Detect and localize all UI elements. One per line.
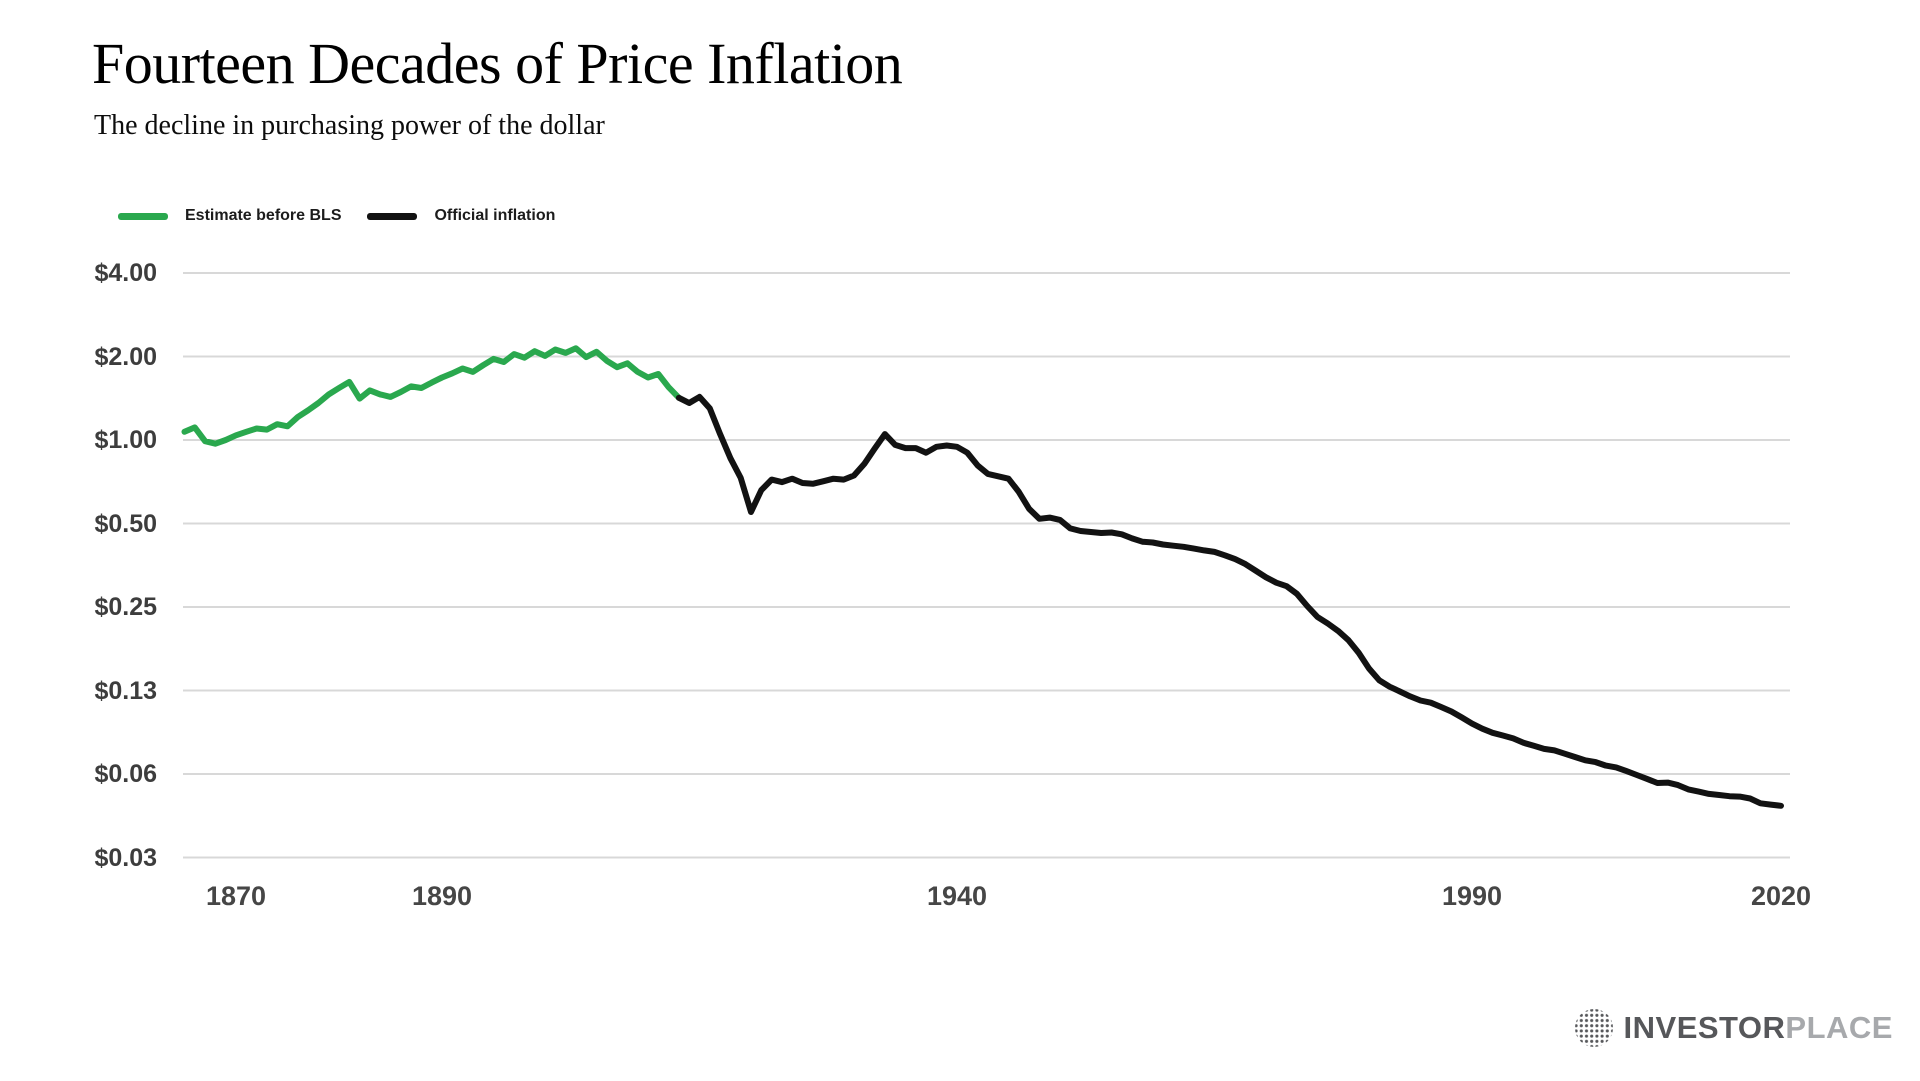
logo-wordmark: INVESTORPLACE <box>1624 1010 1893 1046</box>
y-tick-label: $0.13 <box>94 676 157 705</box>
logo-word-place: PLACE <box>1785 1010 1893 1045</box>
globe-dots-icon <box>1574 1009 1613 1047</box>
x-tick-label: 1990 <box>1441 881 1503 911</box>
investorplace-logo: INVESTORPLACE <box>1574 1008 1893 1048</box>
y-tick-label: $0.03 <box>94 843 157 872</box>
x-tick-label: 1940 <box>926 881 988 911</box>
x-tick-label: 2020 <box>1750 881 1812 911</box>
y-tick-label: $4.00 <box>94 259 157 287</box>
y-tick-label: $2.00 <box>94 342 157 371</box>
page-title: Fourteen Decades of Price Inflation <box>92 31 903 96</box>
chart-legend: Estimate before BLS Official inflation <box>118 204 555 228</box>
y-tick-label: $0.50 <box>94 509 157 538</box>
x-tick-label: 1890 <box>411 881 473 911</box>
legend-swatch-estimate <box>118 212 168 220</box>
y-tick-label: $0.06 <box>94 760 157 788</box>
y-tick-label: $1.00 <box>94 426 157 454</box>
legend-label-estimate: Estimate before BLS <box>185 207 342 224</box>
x-tick-label: 1870 <box>205 881 267 911</box>
y-tick-label: $0.25 <box>94 593 157 621</box>
series-line-estimate <box>181 345 682 447</box>
series-line-official <box>675 393 1784 809</box>
legend-swatch-official <box>367 212 418 220</box>
page-subtitle: The decline in purchasing power of the d… <box>94 110 605 141</box>
legend-label-official: Official inflation <box>434 207 556 224</box>
logo-word-investor: INVESTOR <box>1623 1010 1786 1045</box>
